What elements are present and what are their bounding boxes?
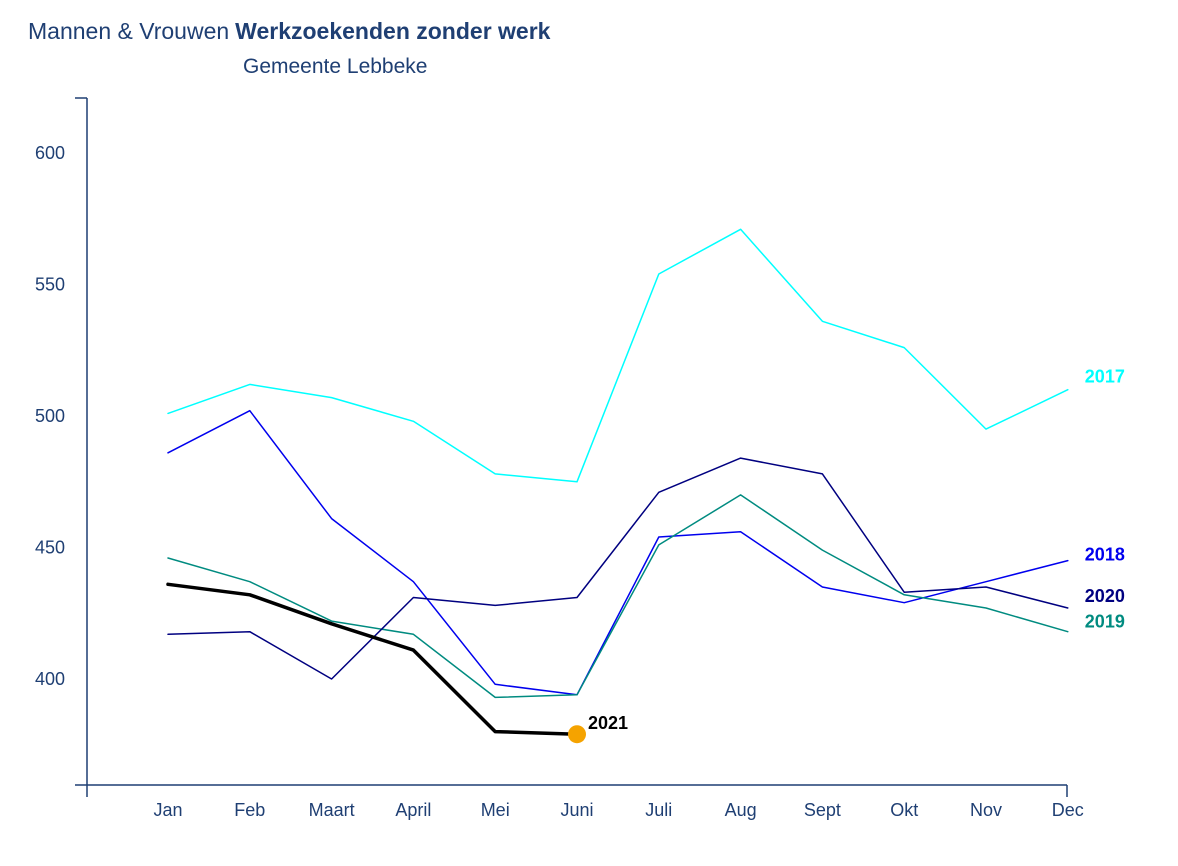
series-label-2021: 2021 (588, 713, 628, 733)
y-tick-label: 450 (35, 538, 65, 558)
x-tick-label: Sept (804, 800, 841, 820)
series-line-2019 (167, 494, 1069, 699)
x-tick-label: Juli (645, 800, 672, 820)
x-tick-label: April (395, 800, 431, 820)
series-label-2017: 2017 (1085, 367, 1125, 387)
x-tick-label: Jan (153, 800, 182, 820)
x-tick-label: Dec (1052, 800, 1084, 820)
y-tick-label: 500 (35, 406, 65, 426)
x-tick-label: Juni (560, 800, 593, 820)
y-tick-label: 400 (35, 669, 65, 689)
series-line-2021 (166, 582, 579, 736)
x-tick-label: Nov (970, 800, 1002, 820)
y-tick-label: 550 (35, 275, 65, 295)
series-line-2020 (167, 457, 1069, 680)
series-label-2019: 2019 (1085, 612, 1125, 632)
series-label-2018: 2018 (1085, 545, 1125, 565)
x-tick-label: Aug (725, 800, 757, 820)
series-label-2020: 2020 (1085, 586, 1125, 606)
chart-subtitle: Gemeente Lebbeke (243, 55, 428, 78)
title-row: Mannen & Vrouwen Werkzoekenden zonder wer… (28, 14, 550, 48)
x-tick-label: Feb (234, 800, 265, 820)
y-tick-label: 600 (35, 143, 65, 163)
chart-title: Werkzoekenden zonder werk (235, 18, 551, 44)
x-tick-label: Maart (309, 800, 355, 820)
chart-header: Mannen & Vrouwen Werkzoekenden zonder wer… (28, 14, 550, 48)
series-line-2017 (167, 228, 1069, 483)
x-tick-label: Okt (890, 800, 918, 820)
title-prefix: Mannen & Vrouwen (28, 18, 230, 44)
x-tick-label: Mei (481, 800, 510, 820)
series-end-marker-2021 (568, 725, 586, 744)
series-line-2018 (167, 409, 1069, 696)
